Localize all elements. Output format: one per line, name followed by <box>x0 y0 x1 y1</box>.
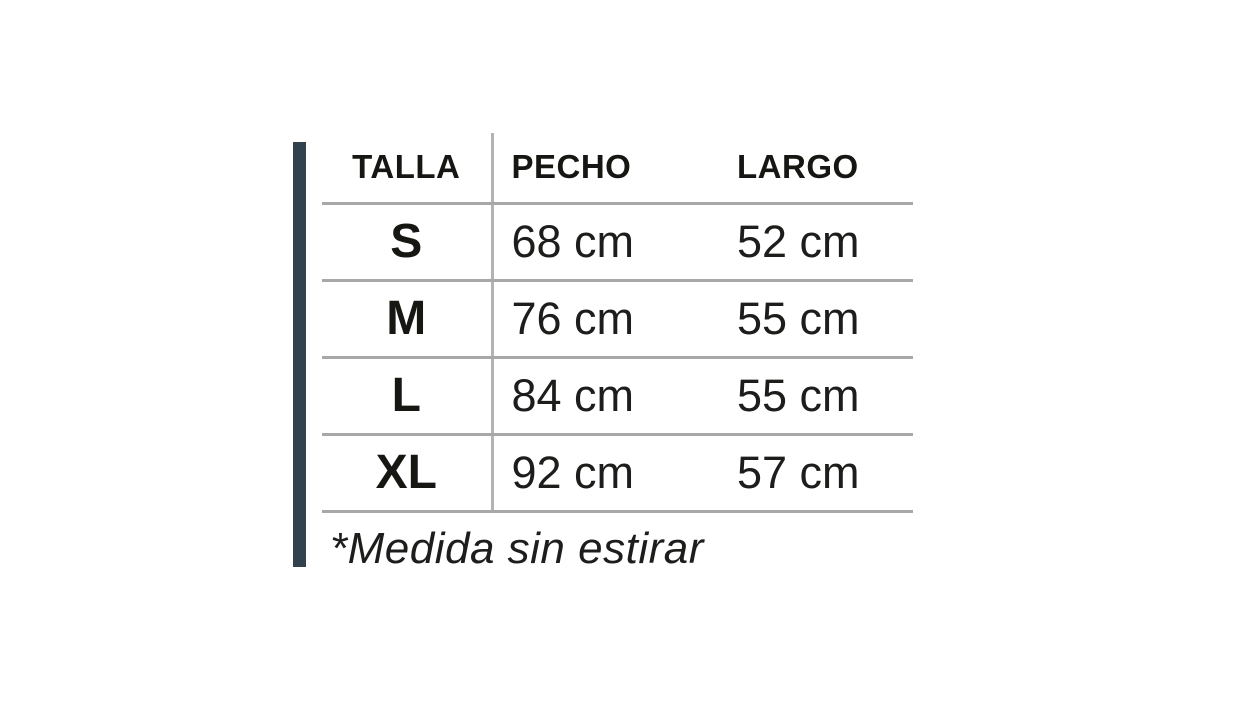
largo-value: 52 cm <box>737 203 913 282</box>
pecho-value: 84 cm <box>492 357 737 436</box>
column-header-largo: LARGO <box>737 133 913 205</box>
largo-value: 55 cm <box>737 280 913 359</box>
column-header-talla: TALLA <box>322 133 494 205</box>
size-label: M <box>322 280 494 359</box>
largo-value: 55 cm <box>737 357 913 436</box>
pecho-value: 92 cm <box>492 434 737 513</box>
header-row: TALLA PECHO LARGO <box>322 133 913 205</box>
size-label: S <box>322 203 494 282</box>
column-header-pecho: PECHO <box>492 133 737 205</box>
table-row-s: S 68 cm 52 cm <box>322 203 913 282</box>
size-table: TALLA PECHO LARGO S 68 cm 52 cm M 76 cm … <box>322 133 913 513</box>
size-label: XL <box>322 434 494 513</box>
pecho-value: 68 cm <box>492 203 737 282</box>
table-row-m: M 76 cm 55 cm <box>322 280 913 359</box>
table-row-l: L 84 cm 55 cm <box>322 357 913 436</box>
largo-value: 57 cm <box>737 434 913 513</box>
table-row-xl: XL 92 cm 57 cm <box>322 434 913 513</box>
accent-bar <box>293 142 306 567</box>
size-label: L <box>322 357 494 436</box>
measurement-note: *Medida sin estirar <box>330 524 704 573</box>
size-chart: TALLA PECHO LARGO S 68 cm 52 cm M 76 cm … <box>322 133 913 513</box>
pecho-value: 76 cm <box>492 280 737 359</box>
